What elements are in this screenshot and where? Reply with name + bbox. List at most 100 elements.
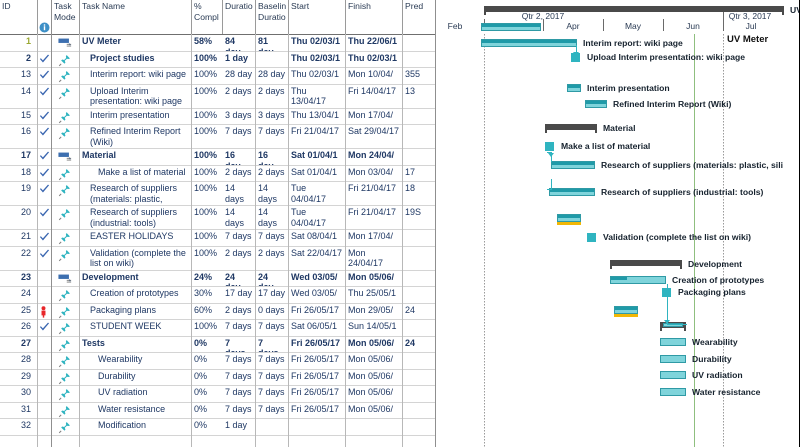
cell-base[interactable]: 7 days [258, 321, 285, 331]
column-header-start[interactable]: Start [289, 0, 346, 34]
cell-pct[interactable]: 58% [194, 36, 213, 46]
table-row[interactable]: 17 Material 100% 16 day 16 day Sat 01/04/1 Mon… [0, 149, 436, 166]
cell-finish[interactable]: Mon 10/04/ [348, 69, 394, 79]
table-row[interactable]: 24 Creation of prototypes 30% 17 day 17 day W… [0, 287, 436, 304]
cell-pct[interactable]: 0% [194, 354, 208, 364]
table-row[interactable]: 32 Modification 0% 1 day [0, 419, 436, 436]
cell-pred[interactable] [403, 320, 436, 336]
cell-base[interactable]: 0 days [258, 304, 285, 315]
cell-dur[interactable]: 7 days [225, 403, 252, 414]
cell-finish[interactable]: Fri 21/04/17 [348, 183, 397, 193]
cell-base[interactable]: 16 day [258, 150, 274, 165]
cell-name[interactable]: Durability [98, 370, 136, 381]
cell-start[interactable]: Thu 02/03/1 [291, 69, 340, 79]
cell-pred[interactable] [403, 353, 436, 369]
cell-id[interactable]: 2 [25, 52, 31, 63]
cell-dur[interactable]: 7 days [225, 337, 246, 353]
cell-dur[interactable]: 24 day [225, 271, 241, 287]
task-mode-manual-pin-icon[interactable] [52, 287, 79, 303]
task-mode-manual-pin-icon[interactable] [52, 353, 79, 369]
cell-name[interactable]: Upload Interim presentation: wiki page [90, 85, 183, 107]
cell-start[interactable]: Thu 02/03/1 [291, 52, 341, 63]
cell-finish[interactable]: Sun 14/05/1 [348, 321, 397, 331]
task-mode-manual-pin-icon[interactable] [52, 247, 79, 270]
cell-name[interactable]: Water resistance [98, 403, 166, 414]
cell-finish[interactable]: Thu 02/03/1 [348, 52, 398, 63]
cell-id[interactable]: 13 [20, 69, 31, 79]
cell-name[interactable]: Project studies [90, 52, 155, 63]
table-row[interactable]: 1 UV Meter 58% 84 day 81 day Thu 02/03/1 Thu 2… [0, 35, 436, 52]
cell-name[interactable]: Research of suppliers (industrial: tools… [90, 207, 178, 228]
cell-base[interactable] [256, 52, 288, 68]
task-table[interactable]: ID Task Mode Task Name % Compl Duratio B… [0, 0, 436, 447]
table-row[interactable]: 18 Make a list of material 100% 2 days 2 day… [0, 166, 436, 182]
cell-pct[interactable]: 100% [194, 126, 218, 136]
completed-check-icon[interactable] [38, 166, 51, 182]
task-mode-manual-pin-icon[interactable] [52, 386, 79, 402]
cell-pct[interactable]: 100% [194, 247, 218, 258]
gantt-task-bar[interactable] [660, 371, 686, 379]
gantt-task-bar[interactable] [549, 188, 595, 196]
cell-finish[interactable]: Mon 05/06/ [348, 271, 395, 282]
cell-finish[interactable]: Mon 05/06/ [348, 403, 394, 414]
cell-start[interactable]: Thu 13/04/17 [291, 85, 327, 107]
gantt-task-bar[interactable] [660, 355, 686, 363]
cell-base[interactable]: 14 days [258, 183, 278, 204]
cell-pct[interactable]: 24% [194, 271, 213, 282]
cell-name[interactable]: Interim presentation [90, 109, 170, 120]
cell-base[interactable]: 7 days [258, 403, 285, 414]
cell-finish[interactable]: Mon 05/06/ [348, 370, 394, 381]
cell-finish[interactable]: Mon 03/04/ [348, 166, 394, 177]
column-header-task-name[interactable]: Task Name [80, 0, 192, 34]
cell-base[interactable]: 7 days [258, 337, 279, 353]
cell-id[interactable]: 30 [20, 387, 31, 397]
cell-pred[interactable]: 355 [405, 69, 421, 79]
cell-start[interactable] [289, 419, 345, 435]
gantt-summary-bar[interactable] [545, 124, 597, 133]
gantt-task-bar[interactable] [557, 214, 581, 222]
cell-id[interactable]: 24 [20, 288, 31, 298]
gantt-task-bar[interactable] [481, 23, 541, 31]
cell-base[interactable]: 28 day [258, 69, 286, 79]
cell-id[interactable]: 21 [20, 231, 31, 241]
cell-id[interactable]: 26 [20, 321, 31, 331]
gantt-task-bar[interactable] [614, 306, 638, 314]
task-mode-manual-pin-icon[interactable] [52, 109, 79, 125]
cell-name[interactable]: UV Meter [82, 36, 122, 46]
cell-pred[interactable] [403, 419, 436, 435]
indicator-cell[interactable] [38, 386, 51, 402]
completed-check-icon[interactable] [38, 149, 51, 165]
table-row[interactable]: 19 Research of suppliers (materials: plas… [0, 182, 436, 206]
cell-pred[interactable]: 24 [405, 337, 416, 348]
cell-finish[interactable]: Mon 05/06/ [348, 387, 394, 397]
task-mode-manual-pin-icon[interactable] [52, 68, 79, 84]
cell-dur[interactable]: 7 days [225, 126, 252, 136]
cell-pct[interactable]: 100% [194, 109, 218, 120]
cell-name[interactable]: Tests [82, 337, 105, 348]
cell-base[interactable]: 7 days [258, 370, 285, 381]
cell-id[interactable]: 15 [20, 109, 31, 120]
cell-pred[interactable] [403, 52, 436, 68]
table-row[interactable]: 22 Validation (complete the list on wiki)… [0, 247, 436, 271]
cell-dur[interactable]: 2 days [225, 85, 252, 96]
completed-check-icon[interactable] [38, 182, 51, 205]
task-mode-manual-pin-icon[interactable] [52, 125, 79, 148]
cell-start[interactable]: Thu 02/03/1 [291, 36, 341, 46]
cell-base[interactable]: 14 days [258, 207, 278, 228]
cell-start[interactable]: Tue 04/04/17 [291, 207, 327, 228]
cell-pct[interactable]: 100% [194, 69, 218, 79]
resource-overallocated-icon[interactable] [38, 304, 51, 320]
cell-pred[interactable]: 18 [405, 183, 416, 193]
gantt-task-bar[interactable] [585, 100, 607, 108]
cell-dur[interactable]: 84 day [225, 36, 241, 51]
cell-dur[interactable]: 1 day [225, 420, 248, 430]
cell-name[interactable]: Refined Interim Report (Wiki) [90, 126, 181, 147]
cell-base[interactable]: 2 days [258, 247, 285, 258]
cell-finish[interactable]: Mon 17/04/ [348, 109, 394, 120]
cell-finish[interactable]: Fri 21/04/17 [348, 207, 397, 217]
gantt-milestone-marker[interactable] [587, 233, 596, 242]
cell-start[interactable]: Sat 01/04/1 [291, 150, 338, 160]
cell-dur[interactable]: 3 days [225, 109, 252, 120]
task-mode-manual-pin-icon[interactable] [52, 52, 79, 68]
